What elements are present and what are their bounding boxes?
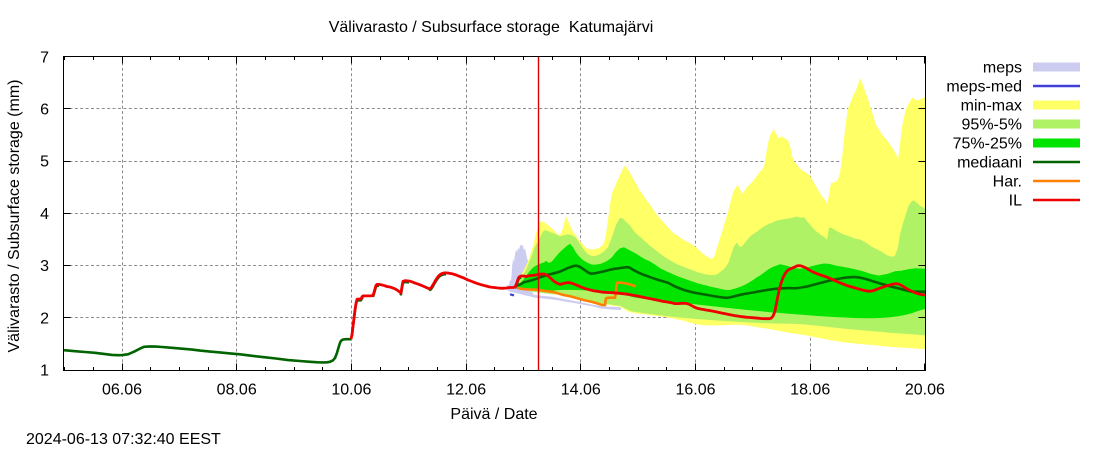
svg-text:mediaani: mediaani [957,155,1022,172]
svg-text:Välivarasto / Subsurface stora: Välivarasto / Subsurface storage (mm) [6,80,23,353]
svg-text:meps: meps [983,60,1022,77]
svg-text:2: 2 [40,310,49,327]
svg-text:Päivä / Date: Päivä / Date [450,406,537,423]
svg-text:20.06: 20.06 [905,382,945,399]
svg-text:3: 3 [40,258,49,275]
svg-text:14.06: 14.06 [561,382,601,399]
svg-text:10.06: 10.06 [331,382,371,399]
svg-text:Välivarasto / Subsurface stora: Välivarasto / Subsurface storage Katumaj… [329,19,654,36]
svg-text:6: 6 [40,102,49,119]
svg-text:Har.: Har. [993,174,1022,191]
svg-text:06.06: 06.06 [102,382,142,399]
svg-text:18.06: 18.06 [790,382,830,399]
svg-text:95%-5%: 95%-5% [962,117,1022,134]
svg-text:IL: IL [1009,193,1022,210]
svg-text:7: 7 [40,49,49,66]
svg-text:min-max: min-max [961,98,1022,115]
svg-text:08.06: 08.06 [217,382,257,399]
svg-text:5: 5 [40,154,49,171]
svg-text:16.06: 16.06 [675,382,715,399]
svg-text:meps-med: meps-med [946,79,1022,96]
svg-text:12.06: 12.06 [446,382,486,399]
svg-text:1: 1 [40,363,49,380]
svg-text:4: 4 [40,206,49,223]
svg-text:75%-25%: 75%-25% [953,136,1022,153]
svg-text:2024-06-13 07:32:40 EEST: 2024-06-13 07:32:40 EEST [26,431,221,448]
